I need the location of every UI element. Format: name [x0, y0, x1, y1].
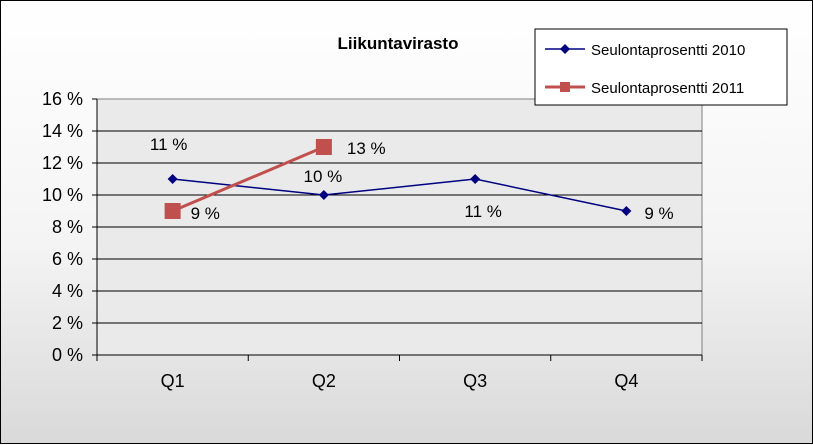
y-tick-label: 12 %: [42, 153, 83, 173]
y-tick-label: 10 %: [42, 185, 83, 205]
series-0-point: [318, 190, 329, 200]
y-tick-label: 2 %: [52, 313, 83, 333]
legend-marker-2011: [560, 82, 570, 92]
legend-label-2011: Seulontaprosentti 2011: [591, 80, 744, 97]
series-line-0: [172, 178, 627, 212]
data-label-0-1: 10 %: [304, 167, 343, 186]
data-labels: 11 % 10 % 11 % 9 % 9 % 13 %: [150, 135, 674, 223]
data-label-0-0: 11 %: [150, 135, 188, 154]
y-tick-label: 16 %: [42, 89, 83, 109]
series-1-point: [315, 139, 332, 155]
x-tick-label: Q2: [312, 371, 336, 391]
series-0-point: [621, 206, 632, 216]
y-tick-label: 6 %: [52, 249, 83, 269]
series-layer: [164, 139, 632, 219]
legend-box: [534, 28, 788, 106]
x-tick-label: Q4: [614, 371, 638, 391]
legend-label-2010: Seulontaprosentti 2010: [591, 42, 745, 59]
y-tick-label: 4 %: [52, 281, 83, 301]
data-label-0-2: 11 %: [464, 202, 502, 221]
y-tick-label: 0 %: [52, 345, 83, 365]
legend-marker-2010: [560, 44, 570, 54]
axes: 0 % 2 % 4 % 6 % 8 % 10 % 12 % 14 % 16 % Q1 Q2 Q3 Q4: [42, 89, 703, 391]
data-label-0-3: 9 %: [644, 204, 673, 223]
chart-title: Liikuntavirasto: [338, 34, 459, 53]
x-tick-label: Q1: [161, 371, 185, 391]
series-line-1: [172, 145, 325, 213]
data-label-1-1: 13 %: [347, 139, 386, 158]
series-1-point: [164, 203, 181, 219]
x-tick-label: Q3: [463, 371, 487, 391]
y-tick-label: 14 %: [42, 121, 83, 141]
series-0-point: [470, 174, 481, 184]
legend: Seulontaprosentti 2010 Seulontaprosentti…: [534, 28, 788, 106]
data-label-1-0: 9 %: [191, 204, 220, 223]
gridlines: [97, 130, 702, 324]
y-tick-label: 8 %: [52, 217, 83, 237]
series-0-point: [167, 174, 178, 184]
